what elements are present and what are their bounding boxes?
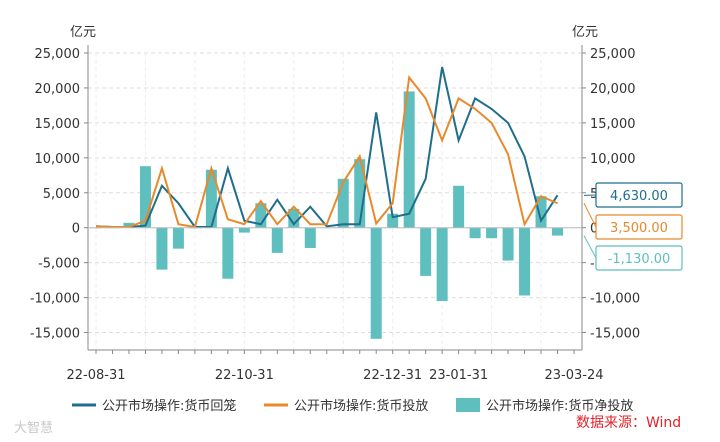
y-tick-label-left: 5,000 [43, 187, 80, 202]
bar [123, 222, 135, 228]
y-tick-label-right: 0 [590, 222, 598, 237]
callout-pointer [583, 203, 597, 228]
callout-box [595, 214, 683, 240]
y-tick-label-right: 15,000 [590, 117, 636, 132]
y-tick-label-left: -15,000 [30, 327, 80, 342]
bar [453, 185, 465, 228]
callout-pointer [583, 235, 597, 259]
x-tick-label: 23-03-24 [544, 368, 603, 383]
y-tick-label-left: 10,000 [35, 152, 81, 167]
bar [304, 227, 316, 248]
y-tick-label-right: -15,000 [590, 327, 640, 342]
y-tick-label-right: 10,000 [590, 152, 636, 167]
series-line [95, 74, 558, 229]
series-line [95, 66, 559, 229]
bar [271, 227, 283, 253]
x-tick-label: 23-01-31 [429, 368, 488, 383]
x-tick-label: 22-10-31 [215, 368, 274, 383]
y-tick-label-left: 20,000 [35, 82, 81, 97]
x-tick-label: 22-12-31 [363, 368, 422, 383]
callout-value: 3,500.00 [610, 221, 668, 236]
source-label: 数据来源：Wind [576, 415, 681, 431]
callout-value: -1,130.00 [608, 252, 671, 267]
y-axis-right-unit: 亿元 [572, 25, 598, 40]
y-tick-label-left: -10,000 [30, 292, 80, 307]
y-tick-label-left: -5,000 [38, 257, 80, 272]
bar [222, 227, 234, 279]
bar [502, 227, 514, 261]
y-axis-left-unit: 亿元 [70, 25, 96, 40]
bar [205, 169, 217, 228]
bar [387, 213, 399, 228]
bar [172, 227, 184, 249]
series-lines [95, 66, 559, 229]
y-tick-label-right: -10,000 [590, 292, 640, 307]
y-tick-label-right: 20,000 [590, 82, 636, 97]
y-tick-label-right: 25,000 [590, 47, 636, 62]
legend-swatch-bar [456, 398, 480, 412]
y-tick-label-left: 25,000 [35, 47, 81, 62]
y-tick-label-left: 15,000 [35, 117, 81, 132]
bar [436, 227, 448, 302]
bar [519, 227, 531, 296]
legend-label: 公开市场操作:货币回笼 [102, 398, 236, 414]
watermark: 大智慧 [14, 420, 53, 436]
latest-value-callouts: 4,630.00 3,500.00 -1,130.00 [583, 182, 683, 271]
legend-label: 公开市场操作:货币投放 [294, 398, 428, 414]
bar [552, 227, 564, 236]
bar [238, 227, 250, 233]
bar [354, 159, 366, 228]
bar [486, 227, 498, 239]
y-axis-left-ticks: -15,000 -10,000 -5,000 0 5,000 10,000 15,000 20… [30, 47, 88, 342]
bar [469, 227, 481, 239]
bar [535, 196, 547, 228]
callout-box [595, 182, 683, 208]
callout-box [595, 245, 683, 271]
bar [403, 91, 415, 228]
bar [370, 227, 382, 339]
bars-net-injection [90, 91, 564, 339]
legend-label: 公开市场操作:货币净投放 [486, 398, 633, 414]
x-axis-ticks: 22-08-31 22-10-31 22-12-31 23-01-31 23-03-24 [66, 350, 604, 383]
bar [420, 227, 432, 276]
bar [255, 203, 267, 228]
bar [288, 208, 300, 228]
bar [139, 166, 151, 228]
bar [156, 227, 168, 270]
callout-value: 4,630.00 [610, 189, 668, 204]
bar [337, 178, 349, 228]
legend: 公开市场操作:货币回笼 公开市场操作:货币投放 公开市场操作:货币净投放 [72, 398, 633, 414]
y-tick-label-left: 0 [72, 222, 80, 237]
x-tick-label: 22-08-31 [66, 368, 125, 383]
axes [87, 45, 583, 351]
